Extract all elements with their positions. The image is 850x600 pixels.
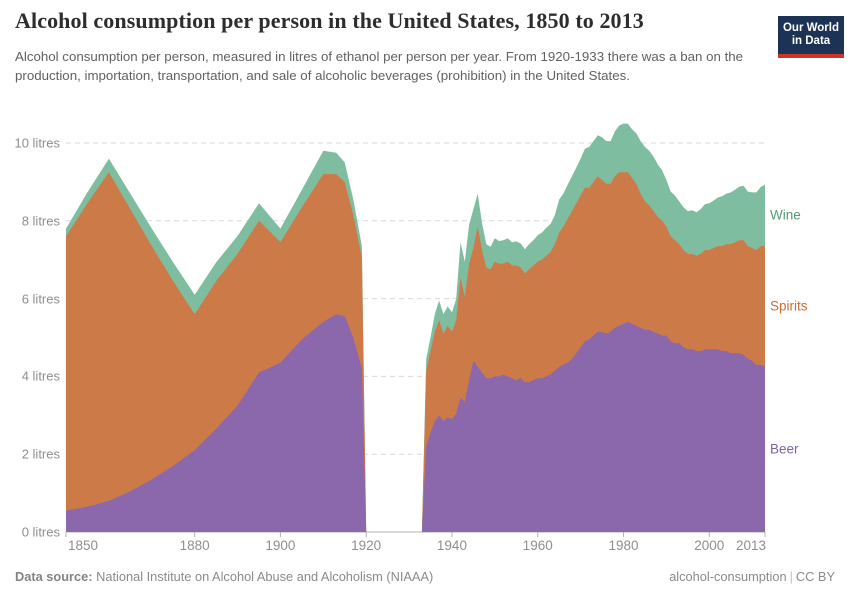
y-tick-label: 10 litres (14, 135, 60, 151)
x-tick-label: 1980 (608, 538, 639, 553)
chart-subtitle: Alcohol consumption per person, measured… (15, 49, 744, 83)
page-title: Alcohol consumption per person in the Un… (15, 8, 644, 33)
data-source: Data source: National Institute on Alcoh… (15, 569, 433, 584)
y-tick-label: 6 litres (21, 291, 60, 307)
area-series[interactable] (66, 123, 765, 532)
series-label-beer: Beer (770, 441, 799, 457)
x-tick-label: 2013 (735, 538, 767, 553)
owid-logo-line1: Our World (782, 22, 839, 34)
x-tick-label: 1900 (265, 538, 296, 553)
y-tick-label: 2 litres (21, 446, 60, 462)
x-tick-label: 1850 (67, 538, 99, 553)
owid-logo[interactable]: Our World in Data (778, 16, 844, 58)
x-tick-label: 1880 (179, 538, 210, 553)
y-tick-label: 0 litres (21, 524, 60, 540)
footer-separator: | (789, 569, 793, 584)
series-label-spirits: Spirits (770, 298, 808, 314)
x-tick-label: 2000 (694, 538, 725, 553)
y-tick-label: 4 litres (21, 368, 60, 384)
x-axis-ticks (65, 532, 766, 537)
y-tick-label: 8 litres (21, 213, 60, 229)
x-tick-label: 1940 (436, 538, 467, 553)
area-beer[interactable] (66, 314, 765, 532)
series-label-wine: Wine (770, 207, 801, 223)
chart-slug: alcohol-consumption (669, 569, 787, 584)
owid-logo-line2: in Data (791, 35, 831, 47)
data-source-text: National Institute on Alcohol Abuse and … (96, 569, 434, 584)
chart-footer: Data source: National Institute on Alcoh… (15, 569, 835, 584)
license-link[interactable]: CC BY (795, 569, 835, 584)
x-tick-label: 1920 (351, 538, 382, 553)
footer-right: alcohol-consumption | CC BY (669, 569, 835, 584)
data-source-label: Data source: (15, 569, 93, 584)
x-tick-label: 1960 (522, 538, 553, 553)
